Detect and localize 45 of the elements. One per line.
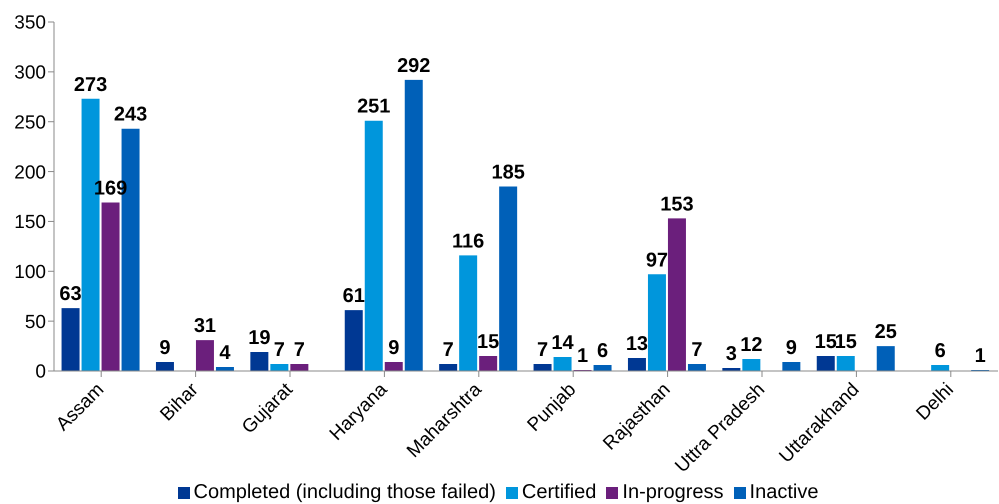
legend-label: Certified (522, 481, 596, 503)
data-label: 15 (814, 331, 837, 354)
data-label: 25 (874, 321, 897, 344)
data-label: 6 (596, 340, 608, 362)
legend-label: Completed (including those failed) (194, 481, 496, 503)
y-tick-label: 200 (14, 162, 46, 184)
data-label: 14 (551, 332, 575, 354)
data-label: 116 (452, 230, 484, 252)
legend-label: In-progress (622, 481, 724, 503)
data-label: 9 (388, 337, 400, 360)
data-label: 7 (442, 339, 454, 362)
data-label: 3 (726, 343, 737, 366)
data-label: 15 (477, 331, 500, 354)
data-label: 273 (74, 74, 108, 96)
data-label: 6 (934, 340, 946, 362)
data-label: 63 (59, 283, 82, 306)
data-label: 7 (536, 339, 548, 362)
data-label: 97 (646, 249, 668, 272)
data-label: 7 (691, 339, 703, 362)
data-label: 15 (834, 331, 857, 354)
data-label: 292 (397, 54, 430, 77)
data-label: 153 (660, 193, 694, 216)
data-label: 9 (786, 337, 797, 360)
data-label: 4 (219, 342, 232, 364)
data-label: 13 (626, 333, 648, 356)
data-label: 9 (159, 337, 171, 360)
data-label: 251 (357, 96, 390, 118)
data-label: 7 (274, 339, 285, 362)
data-label: 7 (294, 339, 305, 362)
data-label: 19 (248, 327, 270, 350)
data-label: 31 (194, 315, 216, 338)
data-label: 61 (342, 285, 365, 308)
y-tick-label: 0 (35, 362, 46, 383)
legend-label: Inactive (750, 481, 818, 503)
y-tick-label: 100 (14, 262, 46, 284)
data-label: 1 (974, 345, 986, 368)
y-tick-label: 150 (14, 212, 46, 234)
y-tick-label: 250 (14, 112, 46, 134)
data-label: 1 (576, 345, 588, 368)
y-tick-label: 300 (14, 62, 46, 84)
data-label: 243 (114, 104, 148, 126)
y-tick-label: 350 (14, 12, 46, 34)
y-tick-label: 50 (24, 312, 46, 333)
data-label: 12 (740, 334, 762, 356)
data-label: 185 (491, 162, 525, 184)
